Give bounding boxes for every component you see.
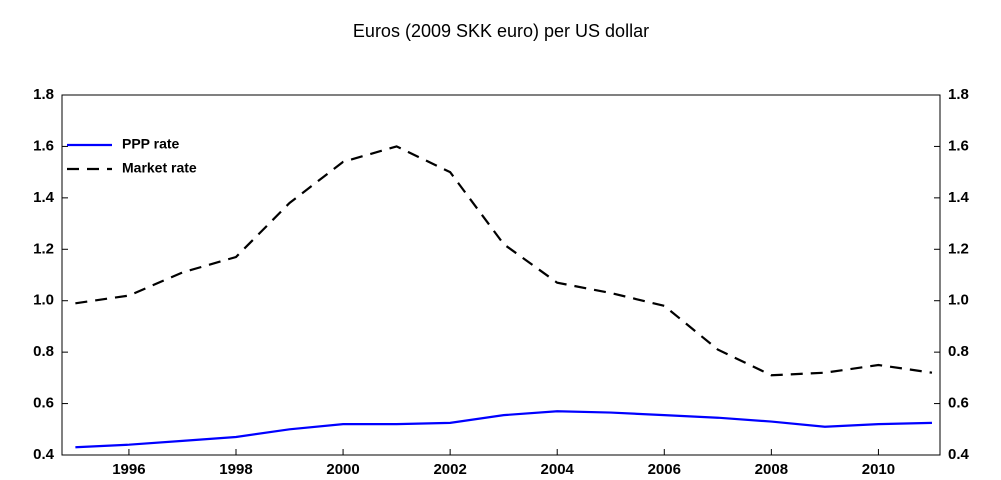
- y-tick-label: 0.6: [33, 395, 54, 412]
- series-line: [75, 410, 932, 449]
- y-tick-label: 0.4: [33, 446, 55, 463]
- legend-label: PPP rate: [122, 136, 180, 152]
- y2-tick-label: 1.4: [948, 189, 970, 206]
- y2-tick-label: 0.8: [948, 343, 969, 360]
- x-tick-label: 1996: [112, 461, 145, 478]
- plot-frame: [61, 94, 941, 456]
- chart-title: Euros (2009 SKK euro) per US dollar: [353, 21, 649, 41]
- x-tick-label: 2000: [326, 461, 359, 478]
- x-tick-label: 2002: [433, 461, 466, 478]
- y2-tick-label: 1.0: [948, 292, 969, 309]
- x-tick-label: 2004: [541, 461, 575, 478]
- x-tick-label: 1998: [219, 461, 252, 478]
- y2-tick-label: 0.6: [948, 395, 969, 412]
- y-tick-label: 1.2: [33, 240, 54, 257]
- y2-tick-label: 1.8: [948, 86, 969, 103]
- x-tick-label: 2006: [648, 461, 681, 478]
- y-tick-label: 1.0: [33, 292, 54, 309]
- y2-tick-label: 1.2: [948, 240, 969, 257]
- x-tick-label: 2008: [755, 461, 788, 478]
- y-tick-label: 1.6: [33, 137, 54, 154]
- y2-tick-label: 1.6: [948, 137, 969, 154]
- y2-tick-label: 0.4: [948, 446, 970, 463]
- y-tick-label: 1.4: [33, 189, 55, 206]
- y-tick-label: 1.8: [33, 86, 54, 103]
- x-tick-label: 2010: [862, 461, 895, 478]
- series-line: [75, 145, 933, 377]
- y-tick-label: 0.8: [33, 343, 54, 360]
- legend-label: Market rate: [122, 160, 197, 176]
